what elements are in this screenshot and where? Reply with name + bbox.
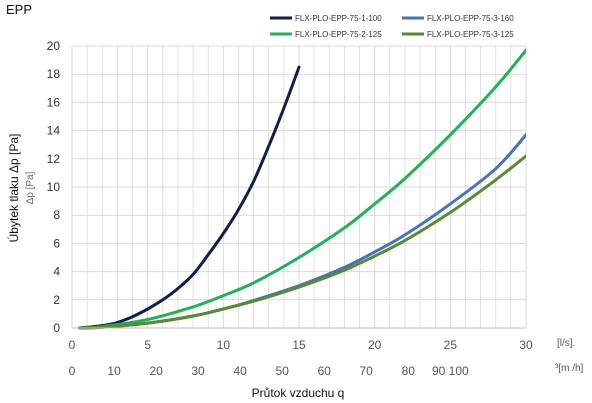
chart-title: EPP — [6, 2, 33, 17]
y-tick-label: 10 — [47, 180, 61, 194]
x-tick-label-secondary: 50 — [276, 364, 290, 378]
y-tick-label: 2 — [53, 293, 60, 307]
series-lines — [78, 48, 526, 330]
x-tick-label: 30 — [519, 338, 533, 352]
x-tick-label: 0 — [69, 338, 76, 352]
x-unit-secondary: ³[m /h] — [555, 363, 584, 374]
legend-label: FLX-PLO-EPP-75-2-125 — [295, 30, 382, 39]
x-tick-label-secondary: 80 — [402, 364, 416, 378]
y-tick-label: 14 — [47, 124, 61, 138]
legend-label: FLX-PLO-EPP-75-1-100 — [295, 14, 382, 23]
y-tick-label: 4 — [53, 265, 60, 279]
y-tick-label: 20 — [47, 39, 61, 53]
x-tick-label-secondary: 0 — [69, 364, 76, 378]
y-tick-label: 8 — [53, 208, 60, 222]
series-line-2 — [78, 133, 526, 330]
y-tick-label: 12 — [47, 152, 61, 166]
legend-label: FLX-PLO-EPP-75-3-125 — [427, 30, 514, 39]
axes: Úbytek tlaku Δp [Pa] Δp [Pa] Průtok vzdu… — [6, 39, 584, 400]
series-line-3 — [78, 48, 526, 330]
legend: FLX-PLO-EPP-75-1-100 FLX-PLO-EPP-75-3-160… — [270, 14, 514, 39]
x-tick-label: 10 — [217, 338, 231, 352]
x-tick-label: 5 — [144, 338, 151, 352]
x-tick-label: 25 — [444, 338, 458, 352]
x-tick-label-secondary: 90 100 — [432, 364, 469, 378]
x-tick-label: 20 — [368, 338, 382, 352]
grid — [71, 45, 527, 329]
x-tick-label-secondary: 60 — [318, 364, 332, 378]
y-axis-label-secondary: Δp [Pa] — [25, 171, 36, 204]
x-axis-label: Průtok vzduchu q — [252, 386, 345, 400]
legend-label: FLX-PLO-EPP-75-3-160 — [427, 14, 514, 23]
x-tick-label: 15 — [292, 338, 306, 352]
x-tick-label-secondary: 40 — [233, 364, 247, 378]
x-tick-label-secondary: 70 — [360, 364, 374, 378]
y-axis-label: Úbytek tlaku Δp [Pa] — [6, 134, 21, 243]
series-line-4 — [78, 154, 526, 330]
x-tick-label-secondary: 30 — [191, 364, 205, 378]
y-tick-label: 18 — [47, 67, 61, 81]
x-tick-label-secondary: 10 — [107, 364, 121, 378]
x-tick-label-secondary: 20 — [149, 364, 163, 378]
series-line-1 — [78, 65, 301, 330]
y-tick-label: 6 — [53, 236, 60, 250]
y-tick-label: 0 — [53, 321, 60, 335]
y-tick-label: 16 — [47, 95, 61, 109]
x-unit-primary: [l/s]. — [557, 338, 575, 349]
